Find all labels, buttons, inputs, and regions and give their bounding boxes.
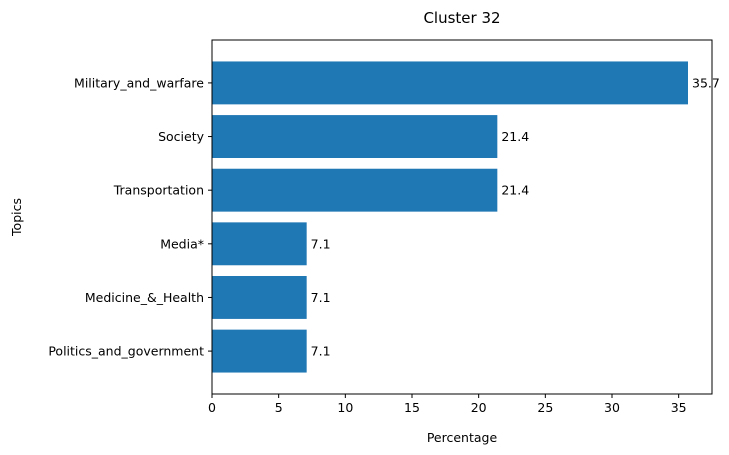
x-tick-label: 20 bbox=[471, 400, 487, 415]
y-tick-label: Politics_and_government bbox=[48, 344, 204, 359]
y-axis-label: Topics bbox=[9, 198, 24, 237]
bar-2 bbox=[212, 168, 498, 212]
data-label: 7.1 bbox=[311, 344, 331, 359]
x-tick-label: 25 bbox=[537, 400, 553, 415]
y-tick-label: Transportation bbox=[113, 183, 204, 198]
bar-0 bbox=[212, 61, 688, 105]
y-tick-labels: Military_and_warfare Society Transportatio… bbox=[48, 75, 212, 359]
y-tick-label: Military_and_warfare bbox=[74, 75, 204, 90]
x-axis-label: Percentage bbox=[427, 430, 498, 445]
bars-group bbox=[212, 61, 688, 373]
bar-1 bbox=[212, 115, 498, 158]
x-ticks: 0 5 10 15 20 25 30 35 bbox=[208, 394, 687, 415]
y-tick-label: Medicine_&_Health bbox=[85, 290, 204, 305]
plot-frame bbox=[211, 39, 713, 395]
data-label: 7.1 bbox=[311, 290, 331, 305]
y-tick-label: Society bbox=[158, 129, 205, 144]
data-label: 35.7 bbox=[692, 75, 720, 90]
x-tick-label: 5 bbox=[275, 400, 283, 415]
y-tick-label: Media* bbox=[160, 236, 204, 251]
x-tick-label: 10 bbox=[337, 400, 353, 415]
bar-5 bbox=[212, 329, 307, 373]
bar-3 bbox=[212, 222, 307, 266]
bar-4 bbox=[212, 276, 307, 319]
x-tick-label: 15 bbox=[404, 400, 420, 415]
x-tick-label: 0 bbox=[208, 400, 216, 415]
chart-title: Cluster 32 bbox=[423, 9, 500, 27]
x-tick-label: 35 bbox=[671, 400, 687, 415]
data-label: 21.4 bbox=[501, 183, 529, 198]
data-label: 21.4 bbox=[501, 129, 529, 144]
data-labels: 35.7 21.4 21.4 7.1 7.1 7.1 bbox=[311, 75, 720, 358]
x-tick-label: 30 bbox=[604, 400, 620, 415]
data-label: 7.1 bbox=[311, 236, 331, 251]
